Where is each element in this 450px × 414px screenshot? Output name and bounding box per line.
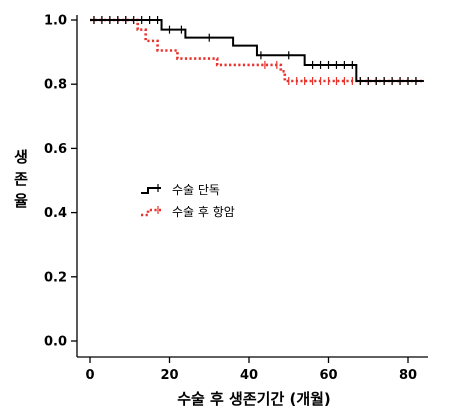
x-axis-title: 수술 후 생존기간 (개월) [177, 390, 331, 408]
y-tick-label: 0.0 [44, 335, 67, 350]
y-ticks: 0.0 0.2 0.4 0.6 0.8 1.0 [44, 14, 77, 350]
x-tick-label: 0 [85, 368, 94, 383]
x-tick-label: 20 [160, 368, 178, 383]
legend-label: 수술 후 항암 [172, 205, 235, 219]
legend-swatch [141, 208, 161, 217]
y-axis-title-char: 존 [14, 170, 28, 188]
x-tick-label: 80 [399, 368, 417, 383]
y-tick-label: 0.8 [44, 78, 67, 93]
series-line-1 [90, 19, 424, 82]
y-axis-title-char: 생 [14, 148, 28, 166]
series-layer [90, 16, 424, 85]
x-tick-label: 40 [240, 368, 258, 383]
x-ticks: 0 20 40 60 80 [85, 357, 417, 383]
y-tick-label: 0.6 [44, 142, 67, 157]
y-axis-title-char: 율 [14, 192, 28, 210]
x-tick-label: 60 [319, 368, 337, 383]
y-tick-label: 0.4 [44, 206, 67, 221]
legend-swatch [141, 187, 161, 194]
y-tick-label: 1.0 [44, 14, 67, 29]
legend-label: 수술 단독 [172, 183, 220, 197]
series-line-2 [90, 18, 424, 83]
y-tick-label: 0.2 [44, 270, 67, 285]
